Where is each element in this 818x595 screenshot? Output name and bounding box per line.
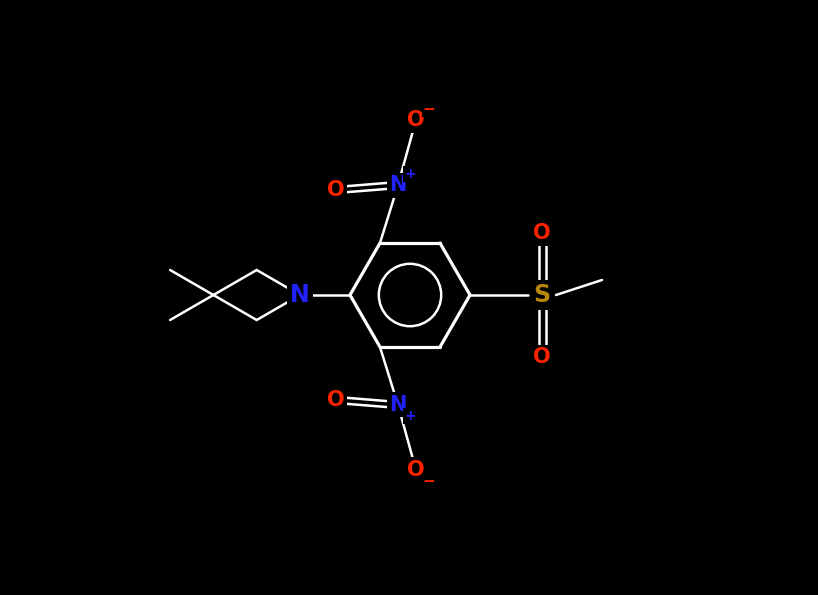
Text: +: +: [404, 409, 416, 423]
Text: −: −: [423, 102, 435, 117]
Text: O: O: [407, 110, 425, 130]
Text: O: O: [533, 223, 551, 243]
Text: +: +: [404, 167, 416, 181]
Text: O: O: [533, 347, 551, 367]
Text: N: N: [389, 395, 407, 415]
Text: O: O: [407, 460, 425, 480]
Text: O: O: [327, 390, 345, 410]
Text: S: S: [533, 283, 551, 307]
Text: −: −: [423, 474, 435, 490]
Text: O: O: [327, 180, 345, 200]
Text: N: N: [389, 175, 407, 195]
Text: N: N: [290, 283, 310, 307]
